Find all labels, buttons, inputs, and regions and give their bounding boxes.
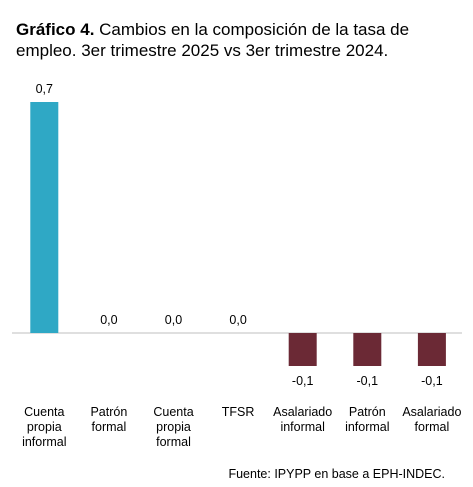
category-label-line: Patrón <box>90 405 128 419</box>
category-label-line: informal <box>280 420 325 434</box>
chart-title-prefix: Gráfico 4. <box>16 20 95 39</box>
data-label-0: 0,7 <box>36 82 53 96</box>
data-label-2: 0,0 <box>165 313 182 327</box>
source-note: Fuente: IPYPP en base a EPH-INDEC. <box>228 467 445 481</box>
category-label-line: Asalariado <box>273 405 333 419</box>
category-label-0: Cuenta propia informal <box>13 405 75 450</box>
category-label-line: TFSR <box>221 405 255 419</box>
category-label-line: formal <box>414 420 450 434</box>
category-label-3: TFSR <box>207 405 269 420</box>
bar-5 <box>353 333 382 366</box>
category-label-line: Patrón <box>348 405 386 419</box>
data-label-4: -0,1 <box>292 374 314 388</box>
category-label-line: formal <box>156 435 191 449</box>
data-label-1: 0,0 <box>100 313 117 327</box>
category-label-line: informal <box>345 420 390 434</box>
category-label-line: informal <box>22 435 67 449</box>
category-label-line: formal <box>91 420 127 434</box>
category-label-line: Cuenta <box>24 405 65 419</box>
bar-6 <box>417 333 446 366</box>
category-label-4: Asalariado informal <box>272 405 334 435</box>
data-label-6: -0,1 <box>421 374 443 388</box>
category-label-6: Asalariado formal <box>401 405 463 435</box>
bar-0 <box>30 102 59 333</box>
data-label-5: -0,1 <box>357 374 379 388</box>
data-label-3: 0,0 <box>229 313 246 327</box>
category-label-line: propia <box>26 420 62 434</box>
category-label-5: Patrón informal <box>336 405 398 435</box>
category-label-line: propia <box>156 420 191 434</box>
category-label-2: Cuenta propia formal <box>143 405 205 450</box>
chart-title: Gráfico 4. Cambios en la composición de … <box>16 19 466 61</box>
category-label-line: Asalariado <box>402 405 462 419</box>
chart-title-text: Cambios en la composición de la tasa de … <box>16 20 410 60</box>
category-label-1: Patrón formal <box>78 405 140 435</box>
category-label-line: Cuenta <box>153 405 194 419</box>
bar-4 <box>288 333 317 366</box>
